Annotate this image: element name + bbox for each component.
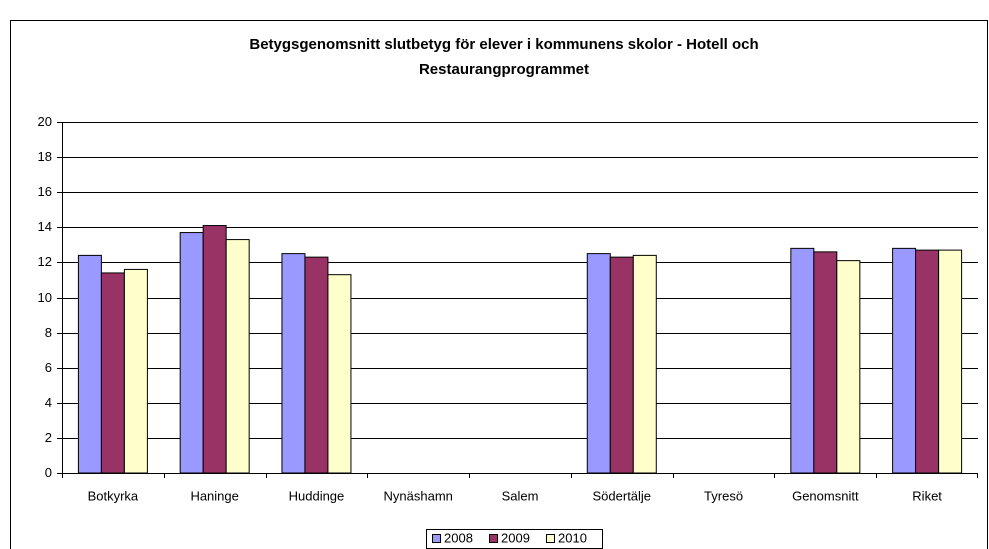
- x-tick-label: Nynäshamn: [384, 488, 453, 503]
- legend-label: 2008: [444, 530, 473, 545]
- x-tick-label: Tyresö: [704, 488, 743, 503]
- bar: [123, 268, 148, 474]
- y-tick-label: 6: [45, 360, 52, 375]
- legend-swatch: [546, 534, 555, 543]
- bar: [77, 254, 102, 474]
- y-tick-label: 8: [45, 325, 52, 340]
- bar: [202, 225, 227, 474]
- y-tick-label: 12: [38, 254, 52, 269]
- bar: [836, 260, 861, 474]
- bar: [632, 254, 657, 474]
- bar: [609, 256, 634, 474]
- y-tick-label: 16: [38, 184, 52, 199]
- y-tick-label: 2: [45, 430, 52, 445]
- legend-label: 2009: [501, 530, 530, 545]
- bar: [938, 249, 963, 474]
- y-tick-label: 0: [45, 465, 52, 480]
- x-tick-label: Haninge: [190, 488, 238, 503]
- x-tick-label: Södertälje: [593, 488, 652, 503]
- bar: [304, 256, 329, 474]
- legend-swatch: [432, 534, 441, 543]
- bar: [281, 253, 306, 474]
- y-tick-label: 18: [38, 149, 52, 164]
- x-tick-label: Salem: [502, 488, 539, 503]
- bar: [790, 247, 815, 474]
- bar: [327, 274, 352, 474]
- bar: [179, 232, 204, 474]
- legend-label: 2010: [558, 530, 587, 545]
- x-tick-label: Huddinge: [289, 488, 345, 503]
- x-tick-label: Botkyrka: [88, 488, 139, 503]
- bar: [100, 272, 125, 474]
- chart-title: Betygsgenomsnitt slutbetyg för elever i …: [249, 36, 758, 53]
- y-tick-label: 4: [45, 395, 52, 410]
- y-tick-label: 10: [38, 290, 52, 305]
- x-tick-label: Genomsnitt: [792, 488, 859, 503]
- bar: [915, 249, 940, 474]
- bar: [892, 247, 917, 474]
- y-tick-label: 20: [38, 114, 52, 129]
- x-tick-label: Riket: [912, 488, 942, 503]
- y-tick-label: 14: [38, 219, 52, 234]
- bar: [586, 253, 611, 474]
- bar: [813, 251, 838, 474]
- chart-title: Restaurangprogrammet: [419, 61, 589, 78]
- legend-swatch: [489, 534, 498, 543]
- bar: [225, 239, 250, 474]
